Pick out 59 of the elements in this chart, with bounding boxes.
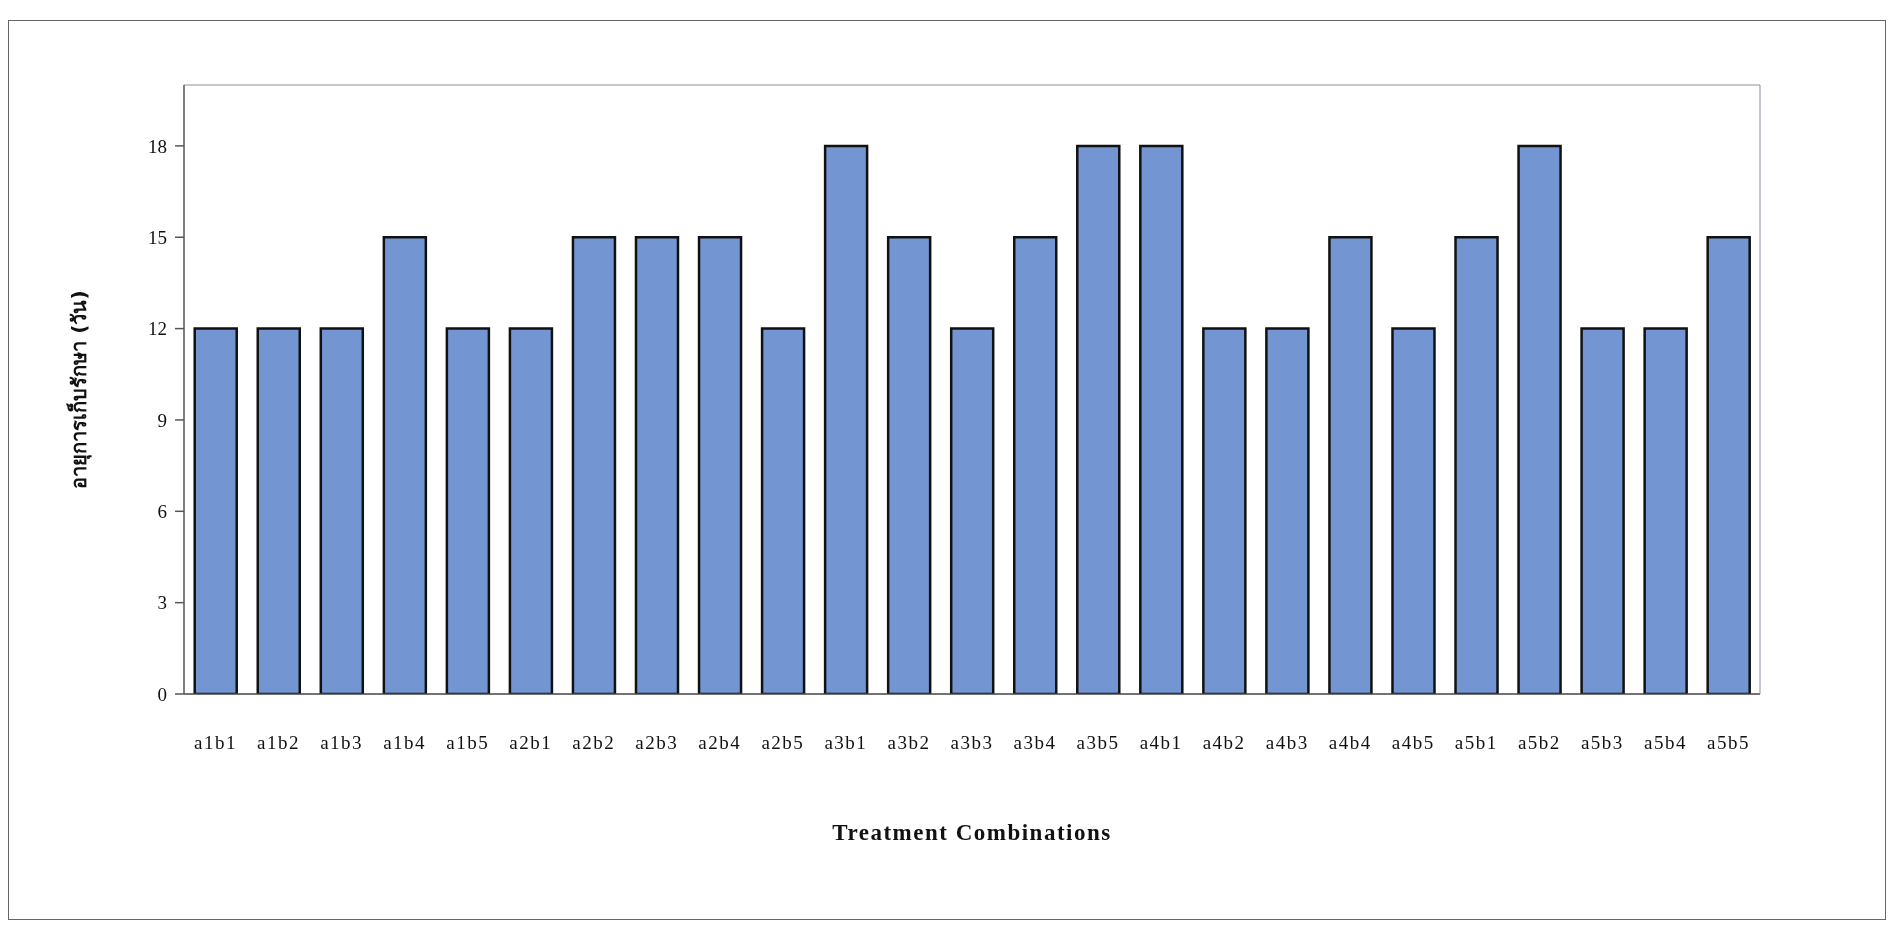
bar — [1580, 327, 1625, 694]
y-tick-label: 6 — [157, 501, 167, 523]
bar — [1328, 236, 1373, 694]
x-tick-label: a1b1 — [194, 732, 237, 754]
x-tick-label: a3b5 — [1076, 732, 1120, 754]
y-tick-label: 12 — [148, 318, 167, 340]
x-tick-label: a2b4 — [698, 732, 742, 754]
bar — [1517, 144, 1562, 694]
y-axis-title: อายุการเก็บรักษา (วัน) — [66, 290, 92, 489]
x-tick-label: a1b2 — [257, 732, 301, 754]
y-tick-label: 9 — [157, 409, 167, 431]
x-tick-label: a3b1 — [824, 732, 868, 754]
x-tick-label: a2b2 — [572, 732, 616, 754]
x-tick-label: a1b5 — [446, 732, 490, 754]
bar — [1643, 327, 1688, 694]
x-tick-label: a5b2 — [1517, 732, 1561, 754]
x-tick-label: a5b3 — [1580, 732, 1624, 754]
bar — [1706, 236, 1751, 694]
x-tick-label: a2b1 — [509, 732, 553, 754]
bar — [697, 236, 743, 694]
x-tick-label: a5b1 — [1454, 732, 1498, 754]
bar — [1265, 327, 1310, 694]
x-tick-label: a4b1 — [1139, 732, 1183, 754]
y-tick-label: 0 — [157, 683, 167, 705]
x-tick-label: a2b3 — [635, 732, 679, 754]
bar — [760, 327, 806, 694]
x-tick-label: a1b4 — [383, 732, 427, 754]
x-tick-label: a4b2 — [1202, 732, 1246, 754]
x-tick-label: a4b5 — [1391, 732, 1435, 754]
x-axis-title: Treatment Combinations — [832, 820, 1112, 845]
y-tick-label: 18 — [148, 135, 167, 157]
bar — [1139, 144, 1184, 694]
bar — [256, 327, 302, 694]
x-tick-label: a4b4 — [1328, 732, 1372, 754]
x-tick-label: a5b4 — [1643, 732, 1687, 754]
x-tick-label: a3b4 — [1013, 732, 1057, 754]
bar — [445, 327, 491, 694]
bar — [319, 327, 365, 694]
x-tick-label: a1b3 — [320, 732, 364, 754]
bar — [193, 327, 238, 694]
bar — [1202, 327, 1247, 694]
x-tick-label: a5b5 — [1707, 732, 1750, 754]
bar — [1454, 236, 1499, 694]
bar — [886, 236, 932, 694]
x-tick-label: a3b2 — [887, 732, 931, 754]
bar — [634, 236, 680, 694]
bar — [823, 144, 869, 694]
bar — [1391, 327, 1436, 694]
bar — [1076, 144, 1121, 694]
x-tick-label: a2b5 — [761, 732, 805, 754]
x-tick-label: a4b3 — [1265, 732, 1309, 754]
y-tick-label: 3 — [157, 592, 167, 614]
bar — [508, 327, 554, 694]
bar — [1012, 236, 1058, 694]
bar — [382, 236, 428, 694]
y-tick-label: 15 — [148, 226, 167, 248]
bar — [571, 236, 617, 694]
bar — [949, 327, 995, 694]
x-tick-label: a3b3 — [950, 732, 994, 754]
